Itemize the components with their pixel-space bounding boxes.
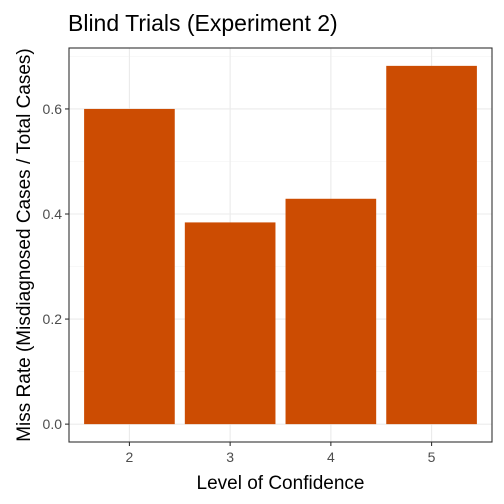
x-tick-label: 3 xyxy=(226,449,234,465)
x-tick-label: 5 xyxy=(428,449,436,465)
x-axis: 2 3 4 5 xyxy=(126,442,436,465)
x-axis-label: Level of Confidence xyxy=(197,473,365,494)
bar-2 xyxy=(84,108,175,425)
chart-title: Blind Trials (Experiment 2) xyxy=(68,10,338,36)
panel-border xyxy=(68,47,493,443)
y-tick-label: 0.2 xyxy=(43,311,63,327)
y-tick-label: 0.4 xyxy=(43,206,63,222)
bar-3 xyxy=(184,222,276,425)
y-axis-label: Miss Rate (Misdiagnosed Cases / Total Ca… xyxy=(14,48,35,442)
x-tick-label: 2 xyxy=(126,449,134,465)
y-tick-label: 0.0 xyxy=(43,416,63,432)
bar-4 xyxy=(285,198,377,425)
bar-5 xyxy=(386,65,477,425)
bars xyxy=(84,65,477,425)
x-tick-label: 4 xyxy=(327,449,335,465)
y-tick-label: 0.6 xyxy=(43,101,63,117)
y-axis: 0.0 0.2 0.4 0.6 xyxy=(43,101,69,432)
